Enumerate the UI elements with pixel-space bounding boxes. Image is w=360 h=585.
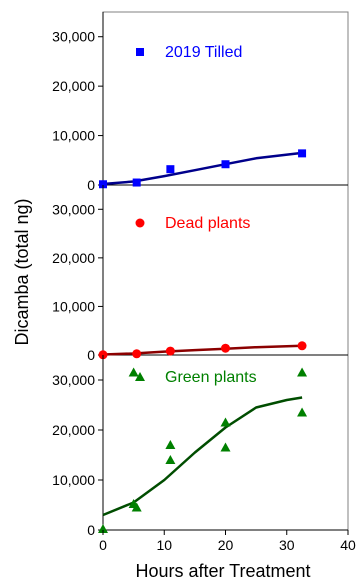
panel-1: 0 10,000 20,000 30,000 2019 Tilled xyxy=(52,12,348,193)
data-point xyxy=(131,502,142,512)
legend-marker xyxy=(136,48,144,56)
y-tick-label: 20,000 xyxy=(52,422,95,438)
panel-3: 0 10,000 20,000 30,000 Green plants xyxy=(52,355,348,538)
x-tick-label: 0 xyxy=(99,537,107,553)
y-tick-label: 30,000 xyxy=(52,29,95,45)
data-point xyxy=(221,160,230,169)
data-point xyxy=(297,367,308,377)
legend-label: Green plants xyxy=(165,369,257,386)
x-tick-label: 30 xyxy=(279,537,295,553)
data-point xyxy=(165,440,176,449)
y-tick-label: 30,000 xyxy=(52,372,95,388)
data-point xyxy=(297,341,307,351)
y-tick-label: 10,000 xyxy=(52,472,95,488)
data-point xyxy=(98,350,108,360)
fit-curve xyxy=(102,396,303,517)
legend-label: 2019 Tilled xyxy=(165,44,242,61)
data-point xyxy=(98,524,108,533)
y-tick-label: 30,000 xyxy=(52,201,95,217)
panel-frame-2 xyxy=(102,184,349,356)
y-tick-label: 10,000 xyxy=(52,128,95,144)
data-point xyxy=(298,149,307,158)
y-tick-label: 0 xyxy=(87,522,95,538)
data-point xyxy=(220,417,231,427)
data-point xyxy=(128,367,139,377)
x-axis: 0 10 20 30 40 xyxy=(99,530,356,553)
data-point xyxy=(297,407,308,417)
x-tick-label: 20 xyxy=(218,537,234,553)
data-point xyxy=(132,178,141,187)
y-tick-label: 20,000 xyxy=(52,78,95,94)
x-axis-title: Hours after Treatment xyxy=(135,561,310,581)
y-tick-label: 0 xyxy=(87,177,95,193)
legend-marker xyxy=(135,372,145,381)
data-point xyxy=(99,180,107,189)
data-point xyxy=(166,165,175,174)
legend-label: Dead plants xyxy=(165,215,250,232)
data-point xyxy=(220,442,231,452)
y-tick-label: 0 xyxy=(87,347,95,363)
data-point xyxy=(132,349,142,359)
y-axis-title: Dicamba (total ng) xyxy=(12,198,32,345)
data-point xyxy=(221,343,230,353)
x-tick-label: 40 xyxy=(340,537,356,553)
panel-2: 0 10,000 20,000 30,000 Dead plants xyxy=(52,185,348,363)
data-point xyxy=(165,455,176,464)
data-point xyxy=(165,346,175,356)
panel-frame-1 xyxy=(102,11,349,186)
legend-marker xyxy=(135,218,145,228)
y-tick-label: 10,000 xyxy=(52,298,95,314)
y-tick-label: 20,000 xyxy=(52,250,95,266)
x-tick-label: 10 xyxy=(156,537,172,553)
